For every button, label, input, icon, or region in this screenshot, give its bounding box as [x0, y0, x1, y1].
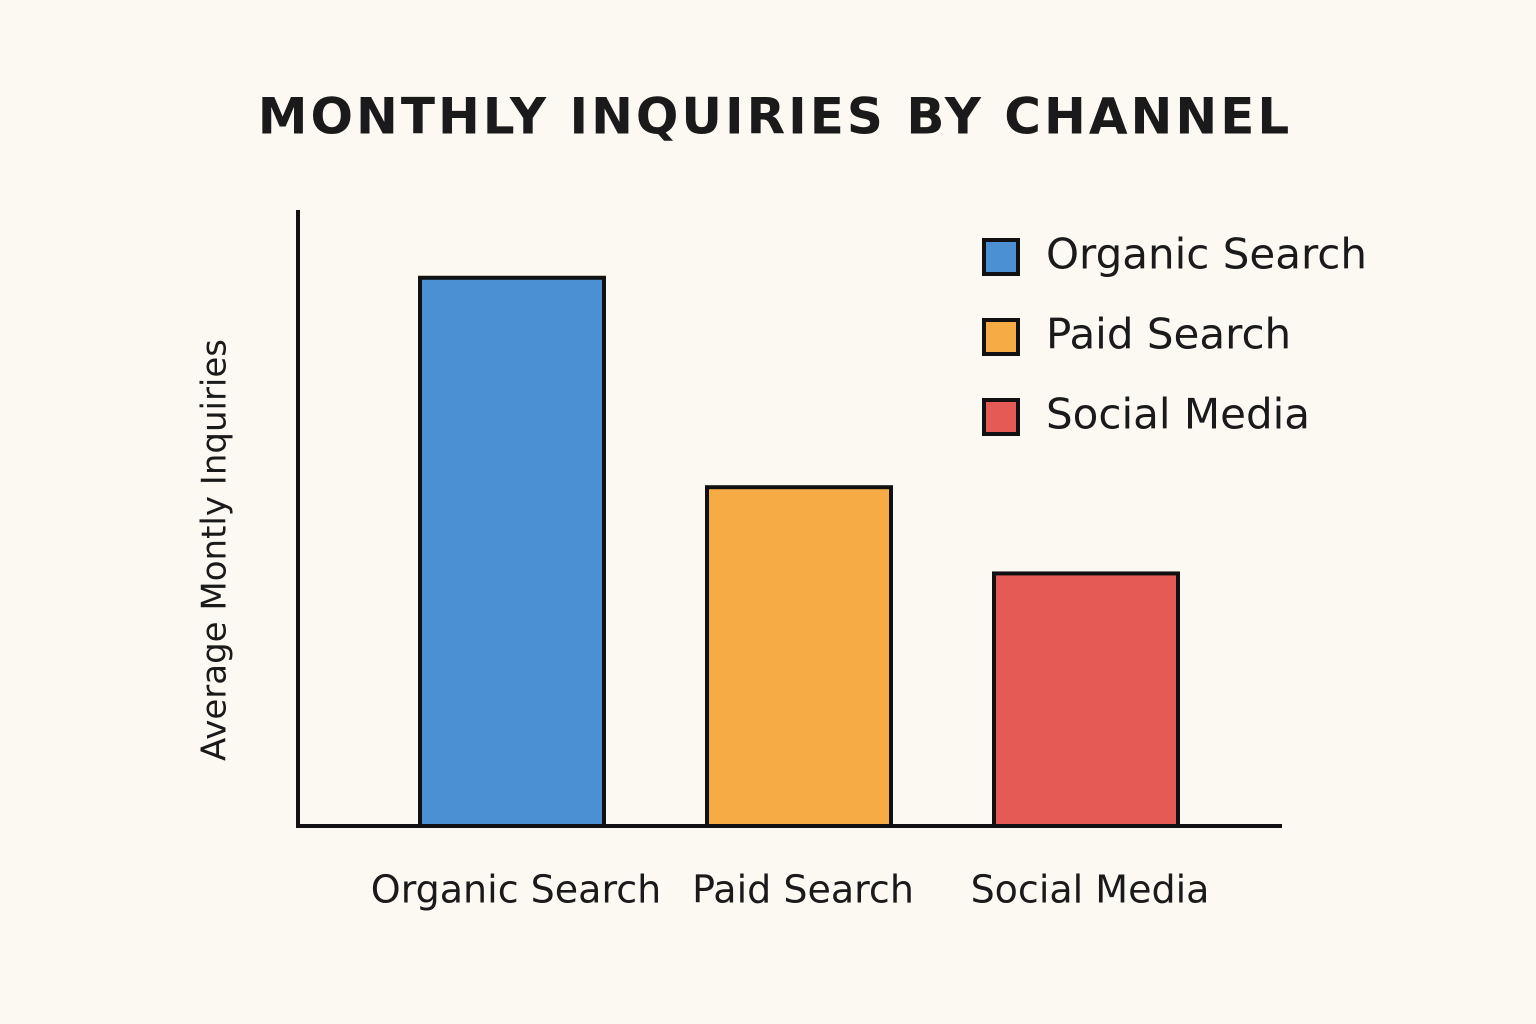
legend-label: Paid Search	[1046, 310, 1291, 359]
x-tick-label: Paid Search	[692, 868, 914, 912]
legend-swatch	[982, 238, 1020, 276]
legend-label: Organic Search	[1046, 230, 1367, 279]
bar	[418, 275, 606, 828]
x-tick-label: Organic Search	[371, 868, 661, 912]
bar	[705, 485, 893, 828]
legend-swatch	[982, 398, 1020, 436]
legend-label: Social Media	[1046, 390, 1310, 439]
y-axis-label: Average Montly Inquiries	[195, 339, 235, 761]
legend-swatch	[982, 318, 1020, 356]
bar	[992, 571, 1180, 828]
x-tick-label: Social Media	[971, 868, 1210, 912]
chart-title: MONTHLY INQUIRIES BY CHANNEL	[258, 88, 1293, 146]
